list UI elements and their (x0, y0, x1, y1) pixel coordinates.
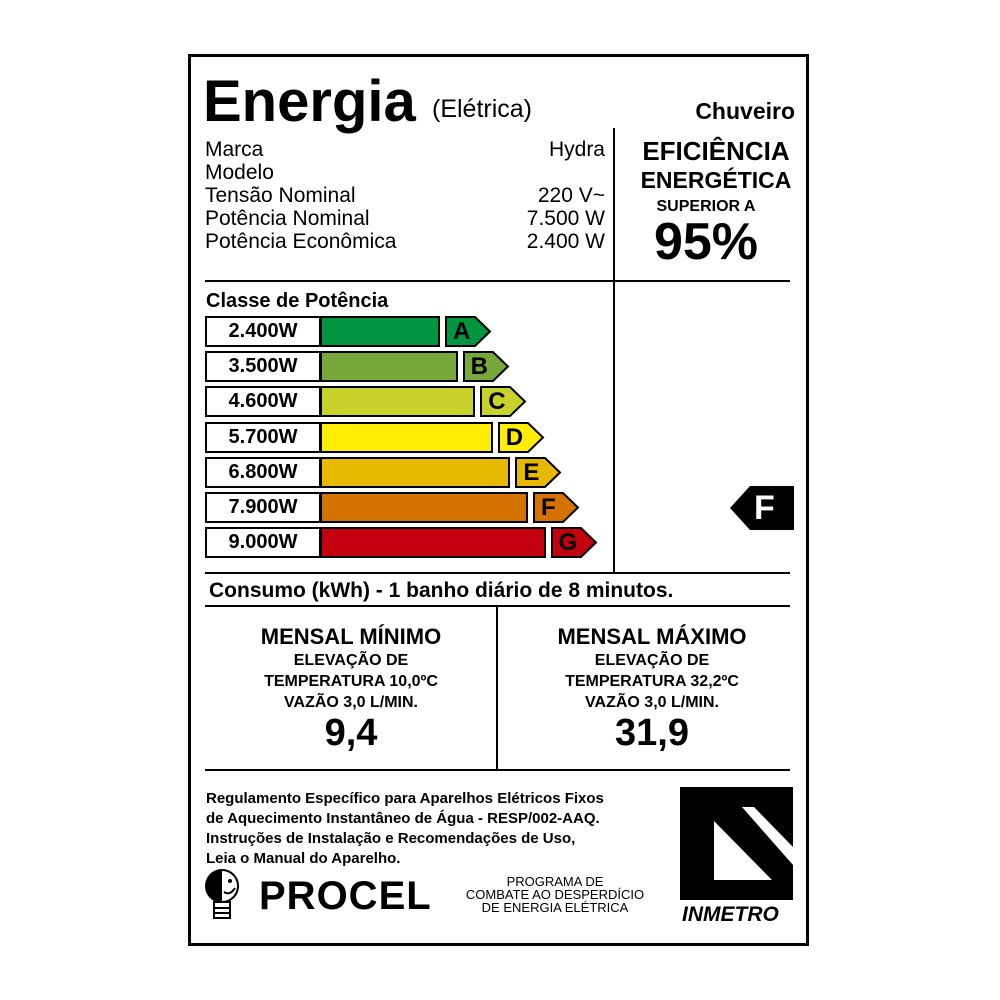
class-letter: B (470, 353, 488, 381)
procel-tag-line: COMBATE AO DESPERDÍCIO (465, 887, 645, 902)
divider (205, 572, 790, 574)
class-title: Classe de Potência (206, 290, 389, 312)
class-letter: A (453, 318, 471, 345)
max-value: 31,9 (615, 712, 689, 754)
min-title: MENSAL MÍNIMO (260, 624, 442, 649)
max-l3: VAZÃO 3,0 L/MIN. (585, 694, 719, 711)
efficiency-value: 95% (653, 213, 759, 271)
rating-arrow-icon (730, 486, 794, 530)
max-l1: ELEVAÇÃO DE (594, 652, 710, 669)
spec-value: 2.400 W (526, 230, 605, 253)
arrow-icon (445, 316, 492, 347)
spec-label: Tensão Nominal (205, 184, 356, 207)
efficiency-line1: EFICIÊNCIA (642, 136, 790, 166)
class-bar-g (320, 527, 546, 559)
spec-value: Hydra (548, 138, 605, 161)
efficiency-line2: ENERGÉTICA (640, 167, 792, 193)
class-arrow-b: B (462, 351, 511, 383)
arrow-icon (550, 527, 598, 559)
class-letter: D (505, 423, 524, 451)
max-title: MENSAL MÁXIMO (557, 624, 747, 649)
class-power-f: 7.900W (205, 492, 321, 523)
label-subtitle: (Elétrica) (432, 95, 533, 123)
regulation-line: de Aquecimento Instantâneo de Água - RES… (206, 810, 600, 827)
class-power-c: 4.600W (205, 386, 321, 418)
min-l1: ELEVAÇÃO DE (293, 652, 409, 669)
consumption-max: MENSAL MÁXIMO ELEVAÇÃO DE TEMPERATURA 32… (506, 624, 798, 753)
class-bar-c (320, 386, 476, 418)
spec-label: Modelo (205, 161, 274, 184)
class-power-d: 5.700W (205, 421, 321, 453)
inmetro-logo-icon (680, 787, 793, 900)
regulation-line: Regulamento Específico para Aparelhos El… (206, 790, 604, 807)
divider (613, 128, 615, 573)
class-arrow-g: G (550, 527, 599, 559)
rating-indicator: F (730, 486, 794, 530)
class-bar-f (320, 492, 528, 523)
class-arrow-e: E (515, 456, 563, 488)
class-bar-e (320, 456, 511, 488)
class-letter: G (558, 529, 578, 557)
spec-value: 7.500 W (526, 207, 605, 230)
divider (205, 769, 790, 771)
class-arrow-a: A (445, 316, 493, 347)
class-letter: E (523, 458, 540, 486)
regulation-text: Regulamento Específico para Aparelhos El… (206, 789, 604, 869)
regulation-line: Leia o Manual do Aparelho. (206, 850, 401, 867)
class-power-e: 6.800W (205, 456, 321, 488)
min-value: 9,4 (324, 712, 378, 754)
divider (496, 606, 498, 770)
efficiency-line3: SUPERIOR A (656, 198, 756, 215)
spec-label: Marca (205, 138, 264, 161)
product-type: Chuveiro (695, 98, 795, 124)
class-letter: C (488, 388, 506, 416)
procel-tagline: PROGRAMA DE COMBATE AO DESPERDÍCIO DE EN… (440, 875, 670, 914)
regulation-line: Instruções de Instalação e Recomendações… (206, 830, 576, 847)
class-letter: F (541, 494, 556, 521)
class-power-a: 2.400W (205, 316, 321, 347)
class-arrow-c: C (480, 386, 528, 418)
procel-tag-line: PROGRAMA DE (506, 874, 604, 889)
procel-tag-line: DE ENERGIA ELÉTRICA (481, 900, 629, 915)
energy-label-frame (188, 54, 809, 946)
label-title: Energia (203, 69, 416, 134)
arrow-icon (497, 421, 545, 453)
arrow-icon (515, 456, 562, 488)
class-arrow-f: F (533, 492, 581, 523)
class-power-g: 9.000W (205, 527, 321, 559)
spec-label: Potência Nominal (205, 207, 370, 230)
divider (205, 280, 790, 282)
arrow-icon (480, 386, 527, 418)
arrow-icon (462, 351, 510, 383)
max-l2: TEMPERATURA 32,2ºC (565, 673, 739, 690)
arrow-icon (533, 492, 580, 523)
min-l2: TEMPERATURA 10,0ºC (264, 673, 438, 690)
class-bar-d (320, 421, 493, 453)
min-l3: VAZÃO 3,0 L/MIN. (284, 694, 418, 711)
rating-letter: F (754, 489, 775, 527)
procel-logo: PROCEL (259, 874, 432, 918)
spec-label: Potência Econômica (205, 230, 397, 253)
class-bar-a (320, 316, 440, 347)
inmetro-label: INMETRO (682, 903, 779, 926)
consumption-title: Consumo (kWh) - 1 banho diário de 8 minu… (209, 579, 674, 602)
consumption-min: MENSAL MÍNIMO ELEVAÇÃO DE TEMPERATURA 10… (205, 624, 497, 753)
class-bar-b (320, 351, 458, 383)
class-power-b: 3.500W (205, 351, 321, 383)
spec-value: 220 V~ (537, 184, 605, 207)
procel-bulb-icon (205, 869, 239, 919)
class-arrow-d: D (497, 421, 546, 453)
